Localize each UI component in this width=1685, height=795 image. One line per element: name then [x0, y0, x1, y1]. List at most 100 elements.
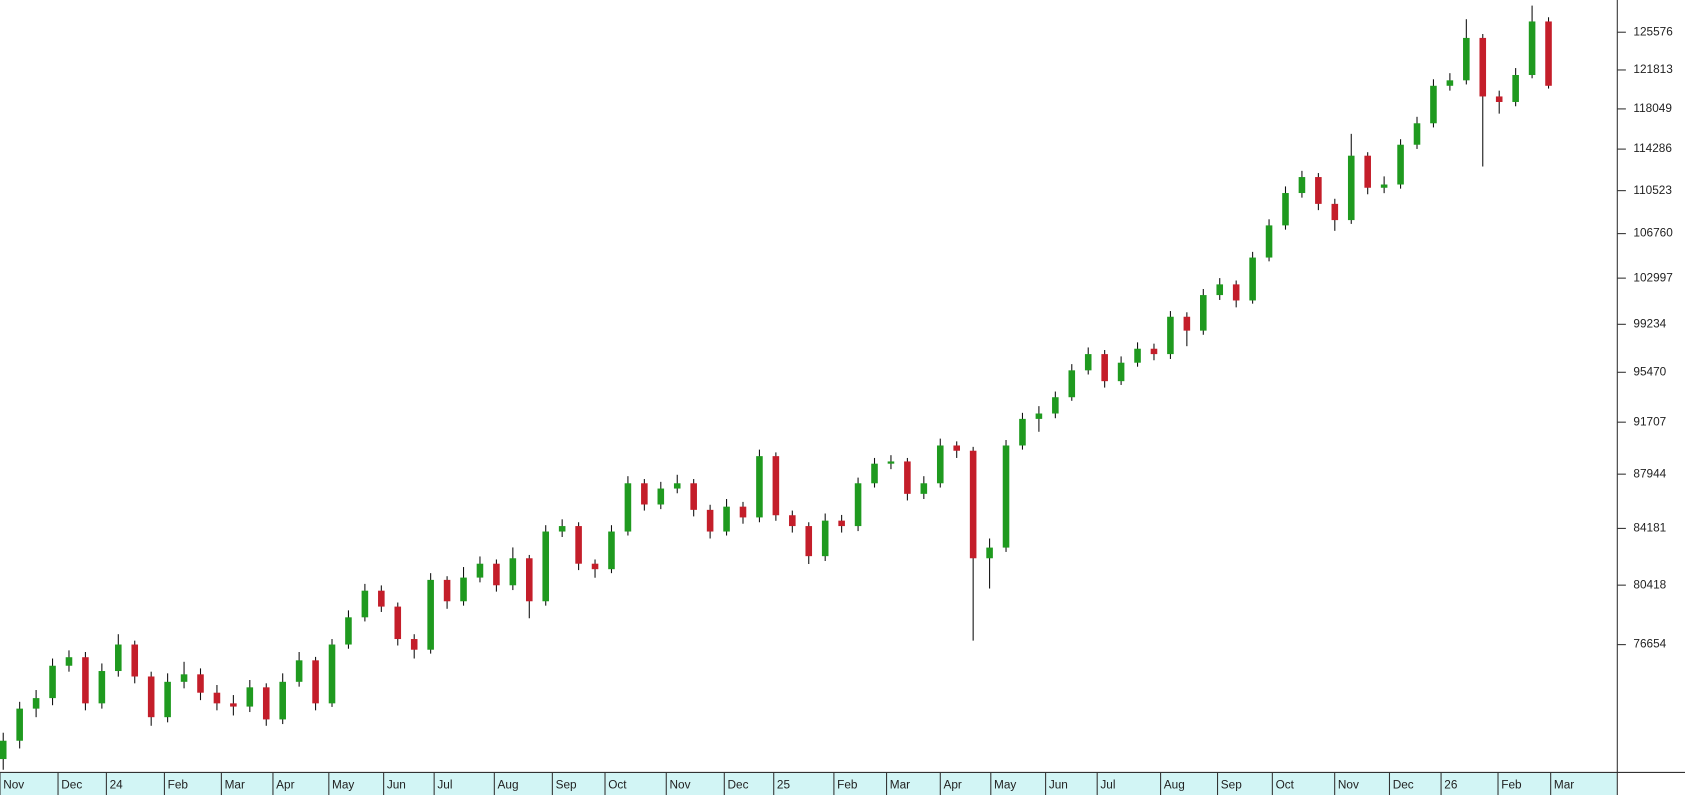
x-tick-label: Sep — [556, 777, 577, 791]
candle-body — [1413, 123, 1421, 145]
y-tick-label: 118049 — [1633, 101, 1672, 115]
x-tick-label: Dec — [1393, 777, 1414, 791]
x-tick-label: Mar — [1554, 777, 1574, 791]
candle-body — [657, 488, 665, 505]
candle-body — [525, 558, 533, 602]
x-tick-label: Oct — [608, 777, 627, 791]
candle-body — [82, 657, 89, 704]
candle-body — [1495, 96, 1503, 102]
candle-body — [1249, 257, 1256, 301]
candle-body — [1463, 37, 1470, 81]
x-tick-label: Apr — [944, 777, 962, 791]
x-tick-label: Feb — [168, 777, 189, 791]
y-tick-label: 95470 — [1633, 364, 1666, 378]
candle-body — [32, 698, 40, 709]
candle-body — [575, 526, 582, 564]
candle-body — [1117, 362, 1125, 382]
candle-body — [739, 506, 747, 518]
candle-body — [378, 590, 385, 607]
y-tick-label: 102997 — [1633, 270, 1672, 284]
candle-body — [1265, 225, 1273, 258]
candle-body — [821, 520, 829, 557]
candle-body — [1380, 184, 1388, 188]
candle-body — [871, 463, 878, 484]
candle-body — [361, 590, 369, 618]
candle-body — [1512, 74, 1519, 102]
candle-body — [1479, 37, 1487, 97]
x-tick-label: Oct — [1276, 777, 1295, 791]
candle-body — [1150, 348, 1158, 355]
candle-body — [279, 681, 286, 720]
x-tick-label: Nov — [669, 777, 690, 791]
candle-body — [641, 483, 648, 505]
candle-body — [1068, 370, 1076, 398]
x-tick-label: Aug — [1164, 777, 1185, 791]
candle-body — [230, 703, 237, 707]
candle-body — [936, 445, 944, 484]
candle-body — [427, 579, 434, 650]
candle-body — [789, 515, 796, 527]
candle-body — [1002, 445, 1010, 548]
candle-body — [969, 450, 977, 559]
candle-body — [1298, 177, 1306, 194]
candle-body — [1216, 284, 1224, 296]
candle-body — [131, 644, 139, 677]
x-tick-label: Nov — [3, 777, 24, 791]
candle-body — [1134, 348, 1141, 363]
candle-body — [542, 531, 550, 602]
candle-body — [164, 681, 171, 718]
candle-body — [295, 660, 303, 682]
candle-body — [460, 577, 467, 602]
y-tick-label: 125576 — [1633, 24, 1673, 38]
y-tick-label: 110523 — [1633, 183, 1672, 197]
candle-body — [262, 687, 270, 720]
candle-body — [1232, 284, 1240, 301]
candle-body — [345, 617, 352, 645]
candle-body — [1183, 316, 1191, 331]
candle-body — [986, 547, 993, 559]
x-tick-label: Dec — [61, 777, 82, 791]
candle-body — [1282, 193, 1289, 226]
candle-body — [920, 483, 928, 494]
y-tick-label: 114286 — [1633, 141, 1672, 155]
candle-body — [147, 676, 155, 718]
candle-body — [805, 526, 813, 557]
y-tick-label: 84181 — [1633, 521, 1666, 535]
candle-body — [673, 483, 681, 489]
x-tick-label: Mar — [890, 777, 910, 791]
y-tick-label: 76654 — [1633, 637, 1666, 651]
x-tick-label: Nov — [1338, 777, 1359, 791]
candle-body — [1019, 418, 1026, 446]
x-tick-label: Apr — [276, 777, 294, 791]
candle-body — [213, 692, 221, 704]
candle-body — [1084, 354, 1092, 371]
x-tick-label: Jun — [1049, 777, 1068, 791]
candle-body — [493, 563, 500, 586]
x-tick-label: Jun — [387, 777, 406, 791]
candle-body — [904, 461, 911, 494]
candle-body — [1315, 177, 1322, 204]
candle-body — [756, 456, 763, 518]
y-tick-label: 91707 — [1633, 414, 1666, 428]
x-tick-label: Sep — [1221, 777, 1242, 791]
x-tick-label: Mar — [225, 777, 245, 791]
x-tick-label: 24 — [110, 777, 124, 791]
candle-body — [1397, 144, 1404, 185]
candle-body — [197, 674, 204, 693]
candle-body — [838, 520, 845, 527]
candle-body — [509, 558, 517, 586]
candle-body — [180, 674, 188, 682]
candle-body — [1364, 155, 1371, 188]
candle-body — [115, 644, 122, 672]
x-tick-label: May — [994, 777, 1016, 791]
candle-body — [1545, 21, 1552, 86]
x-tick-label: 25 — [777, 777, 791, 791]
candle-body — [723, 506, 730, 532]
candle-body — [98, 671, 106, 704]
candle-body — [772, 456, 780, 516]
x-tick-label: 26 — [1444, 777, 1458, 791]
candle-body — [1200, 295, 1207, 331]
y-tick-label: 121813 — [1633, 62, 1673, 76]
